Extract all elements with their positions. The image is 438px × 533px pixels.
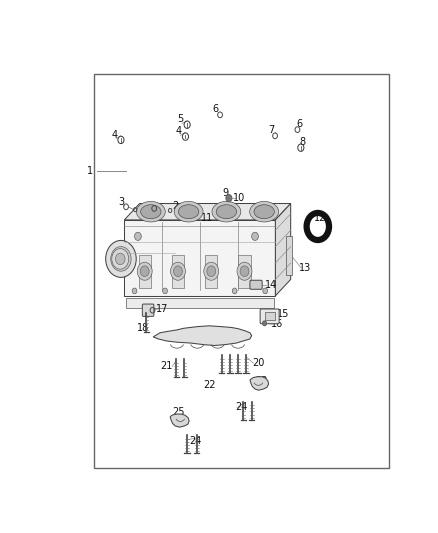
Text: 11: 11 bbox=[201, 213, 213, 223]
Ellipse shape bbox=[250, 201, 279, 222]
Bar bbox=[138, 255, 151, 288]
Text: 19: 19 bbox=[224, 333, 237, 343]
Circle shape bbox=[170, 262, 185, 280]
Bar bbox=[265, 312, 275, 320]
Circle shape bbox=[232, 288, 237, 294]
Ellipse shape bbox=[141, 205, 161, 219]
Text: 23: 23 bbox=[256, 376, 268, 386]
Circle shape bbox=[204, 262, 219, 280]
Circle shape bbox=[162, 288, 167, 294]
Text: 6: 6 bbox=[296, 119, 302, 129]
Text: 2: 2 bbox=[172, 200, 178, 211]
Text: 12: 12 bbox=[314, 213, 326, 223]
Text: 14: 14 bbox=[265, 280, 277, 290]
FancyBboxPatch shape bbox=[250, 280, 262, 289]
Text: 25: 25 bbox=[173, 407, 185, 417]
Circle shape bbox=[137, 262, 152, 280]
Circle shape bbox=[116, 253, 125, 265]
Bar bbox=[205, 255, 217, 288]
Polygon shape bbox=[124, 204, 291, 220]
Text: 3: 3 bbox=[118, 197, 124, 207]
Text: 9: 9 bbox=[222, 188, 228, 198]
Ellipse shape bbox=[254, 205, 274, 219]
Bar bbox=[126, 298, 274, 308]
Text: 4: 4 bbox=[176, 126, 182, 136]
Bar bbox=[94, 74, 389, 468]
Circle shape bbox=[237, 262, 252, 280]
Bar bbox=[286, 236, 293, 276]
Polygon shape bbox=[153, 326, 251, 345]
Circle shape bbox=[226, 195, 232, 202]
Text: 5: 5 bbox=[177, 115, 184, 124]
Text: 16: 16 bbox=[271, 319, 283, 329]
FancyBboxPatch shape bbox=[142, 304, 154, 317]
Ellipse shape bbox=[174, 201, 203, 222]
Text: 13: 13 bbox=[299, 263, 311, 273]
Circle shape bbox=[262, 321, 267, 326]
Ellipse shape bbox=[212, 201, 241, 222]
Text: 18: 18 bbox=[137, 323, 149, 333]
Circle shape bbox=[106, 240, 136, 277]
Text: 20: 20 bbox=[253, 358, 265, 368]
Bar bbox=[238, 255, 251, 288]
Polygon shape bbox=[124, 220, 276, 296]
Text: 1: 1 bbox=[87, 166, 93, 176]
Text: 24: 24 bbox=[235, 402, 247, 413]
Text: 22: 22 bbox=[203, 380, 215, 390]
Bar bbox=[172, 255, 184, 288]
Circle shape bbox=[112, 248, 129, 269]
Text: 4: 4 bbox=[111, 130, 117, 140]
Circle shape bbox=[240, 266, 249, 277]
Ellipse shape bbox=[178, 205, 199, 219]
FancyBboxPatch shape bbox=[260, 309, 279, 324]
Circle shape bbox=[263, 288, 268, 294]
Polygon shape bbox=[250, 377, 268, 390]
Text: 6: 6 bbox=[212, 104, 219, 114]
Text: 8: 8 bbox=[300, 137, 306, 147]
Polygon shape bbox=[276, 204, 291, 296]
Text: 10: 10 bbox=[233, 193, 245, 203]
Text: 17: 17 bbox=[156, 304, 168, 314]
Circle shape bbox=[173, 266, 182, 277]
Circle shape bbox=[111, 247, 131, 271]
Text: 7: 7 bbox=[268, 125, 274, 135]
Circle shape bbox=[251, 232, 258, 240]
Polygon shape bbox=[170, 414, 189, 427]
Circle shape bbox=[207, 266, 215, 277]
Ellipse shape bbox=[216, 205, 237, 219]
Ellipse shape bbox=[136, 201, 165, 222]
Circle shape bbox=[140, 266, 149, 277]
Text: 21: 21 bbox=[161, 361, 173, 372]
Text: 15: 15 bbox=[277, 309, 289, 319]
Text: 24: 24 bbox=[189, 435, 201, 446]
Circle shape bbox=[132, 288, 137, 294]
Circle shape bbox=[134, 232, 141, 240]
Bar bbox=[114, 247, 126, 271]
